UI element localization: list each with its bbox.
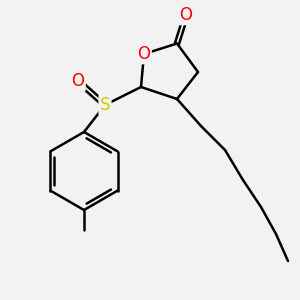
Text: O: O [137, 45, 151, 63]
Text: O: O [71, 72, 85, 90]
Text: S: S [100, 96, 110, 114]
Text: O: O [179, 6, 193, 24]
